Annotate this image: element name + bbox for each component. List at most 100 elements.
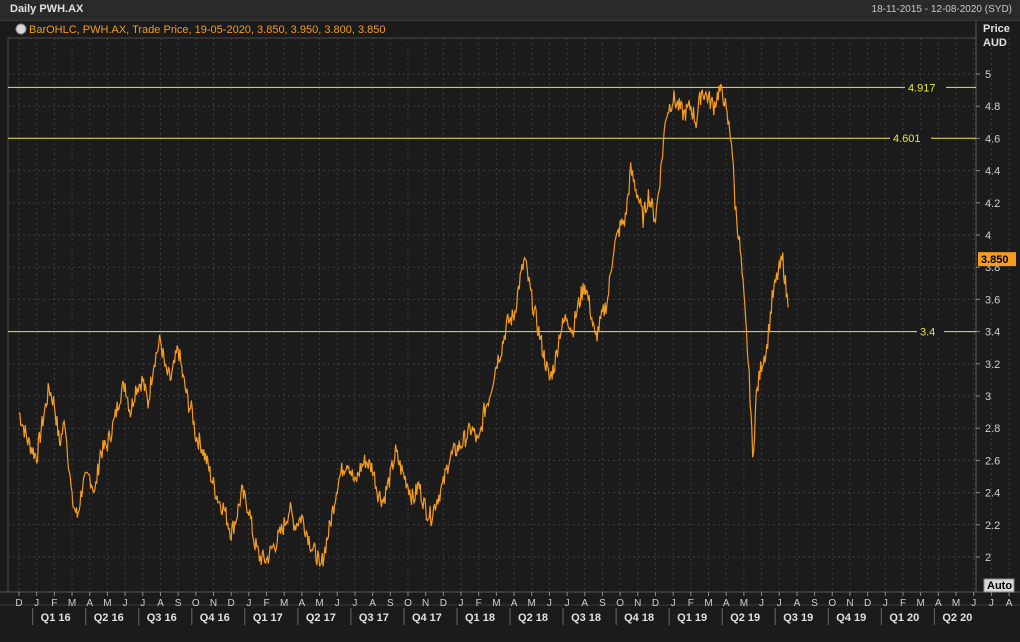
x-month-label: N — [846, 598, 853, 609]
y-axis-panel — [976, 21, 1020, 592]
x-month-label: F — [51, 598, 57, 609]
x-month-label: M — [315, 598, 323, 609]
x-month-label: J — [246, 598, 251, 609]
x-month-label: M — [280, 598, 288, 609]
x-month-label: M — [704, 598, 712, 609]
x-month-label: J — [140, 598, 145, 609]
x-month-label: J — [971, 598, 976, 609]
x-month-label: A — [157, 598, 164, 609]
x-month-label: M — [528, 598, 536, 609]
x-quarter-label: Q3 18 — [571, 612, 601, 624]
x-month-label: A — [299, 598, 306, 609]
current-price-tag — [978, 252, 1016, 267]
x-month-label: J — [759, 598, 764, 609]
x-month-label: O — [192, 598, 200, 609]
title-bar: Daily PWH.AX 18-11-2015 - 12-08-2020 (SY… — [0, 0, 1020, 21]
x-month-label: A — [1006, 598, 1013, 609]
y-tick-label: 3.2 — [985, 359, 1000, 371]
reference-line-label-bg — [890, 131, 931, 145]
x-month-label: J — [989, 598, 994, 609]
x-month-label: D — [652, 598, 659, 609]
x-month-label: J — [34, 598, 39, 609]
reference-line-label-bg — [905, 80, 946, 94]
x-month-label: J — [547, 598, 552, 609]
x-month-label: M — [492, 598, 500, 609]
x-month-label: S — [387, 598, 394, 609]
y-tick-label: 4.8 — [985, 101, 1000, 113]
y-tick-label: 2.8 — [985, 423, 1000, 435]
x-month-label: J — [883, 598, 888, 609]
x-month-label: M — [917, 598, 925, 609]
x-month-label: M — [68, 598, 76, 609]
window-title: Daily PWH.AX — [10, 3, 84, 15]
y-tick-label: 2.6 — [985, 455, 1000, 467]
legend-icon[interactable] — [15, 23, 27, 35]
x-quarter-label: Q1 16 — [41, 612, 71, 624]
x-month-label: J — [671, 598, 676, 609]
price-series-line[interactable] — [18, 83, 789, 567]
x-month-label: O — [404, 598, 412, 609]
x-month-label: O — [616, 598, 624, 609]
x-month-label: J — [459, 598, 464, 609]
x-month-label: F — [263, 598, 269, 609]
x-month-label: N — [634, 598, 641, 609]
x-month-label: N — [210, 598, 217, 609]
x-quarter-label: Q1 20 — [889, 612, 919, 624]
x-month-label: A — [511, 598, 518, 609]
x-month-label: D — [864, 598, 871, 609]
x-month-label: S — [175, 598, 182, 609]
x-month-label: M — [740, 598, 748, 609]
auto-button[interactable] — [983, 578, 1015, 593]
x-quarter-label: Q3 17 — [359, 612, 389, 624]
x-quarter-label: Q1 18 — [465, 612, 495, 624]
auto-button-label: Auto — [987, 580, 1012, 592]
y-tick-label: 3 — [985, 391, 991, 403]
x-month-label: F — [476, 598, 482, 609]
x-quarter-label: Q4 19 — [836, 612, 866, 624]
x-quarter-label: Q3 19 — [783, 612, 813, 624]
x-quarter-label: Q2 16 — [94, 612, 124, 624]
x-quarter-label: Q2 17 — [306, 612, 336, 624]
x-month-label: J — [123, 598, 128, 609]
x-month-label: F — [688, 598, 694, 609]
x-quarter-label: Q4 18 — [624, 612, 654, 624]
x-month-label: N — [422, 598, 429, 609]
x-month-label: A — [723, 598, 730, 609]
reference-line-label: 3.4 — [920, 327, 935, 339]
reference-line-label: 4.601 — [893, 133, 921, 145]
x-quarter-label: Q3 16 — [147, 612, 177, 624]
reference-line-label-bg — [917, 324, 944, 338]
x-quarter-label: Q1 19 — [677, 612, 707, 624]
x-month-label: D — [440, 598, 447, 609]
x-month-label: A — [581, 598, 588, 609]
x-month-label: M — [952, 598, 960, 609]
x-quarter-label: Q2 19 — [730, 612, 760, 624]
y-tick-label: 4.2 — [985, 198, 1000, 210]
x-month-label: S — [599, 598, 606, 609]
x-quarter-label: Q1 17 — [253, 612, 283, 624]
y-tick-label: 5 — [985, 69, 991, 81]
plot-area — [7, 37, 977, 593]
y-tick-label: 2.2 — [985, 520, 1000, 532]
x-month-label: D — [228, 598, 235, 609]
x-month-label: M — [103, 598, 111, 609]
x-month-label: A — [86, 598, 93, 609]
y-tick-label: 3.4 — [985, 327, 1000, 339]
x-quarter-label: Q2 18 — [518, 612, 548, 624]
x-quarter-label: Q4 17 — [412, 612, 442, 624]
x-month-label: J — [352, 598, 357, 609]
date-range: 18-11-2015 - 12-08-2020 (SYD) — [871, 4, 1012, 15]
x-month-label: F — [900, 598, 906, 609]
reference-line-label: 4.917 — [908, 82, 936, 94]
y-tick-label: 4.4 — [985, 166, 1000, 178]
y-tick-label: 2.4 — [985, 488, 1000, 500]
x-month-label: A — [369, 598, 376, 609]
x-month-label: D — [15, 598, 22, 609]
x-quarter-label: Q2 20 — [942, 612, 972, 624]
x-quarter-label: Q4 16 — [200, 612, 230, 624]
y-tick-label: 4.6 — [985, 133, 1000, 145]
y-tick-label: 2 — [985, 552, 991, 564]
x-month-label: J — [777, 598, 782, 609]
